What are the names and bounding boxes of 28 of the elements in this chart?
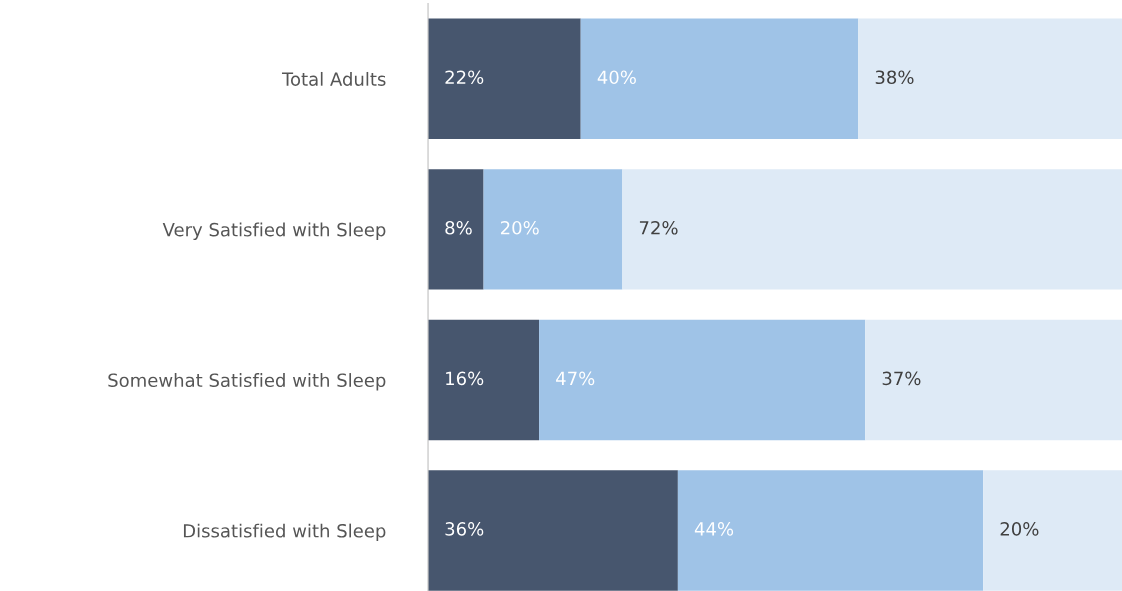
data-label: 72% <box>639 220 678 235</box>
bar <box>483 169 623 290</box>
data-label: 40% <box>597 70 636 85</box>
data-label: 20% <box>500 220 539 235</box>
bar <box>428 470 678 591</box>
data-label: 37% <box>882 371 921 386</box>
data-label: 36% <box>445 522 484 536</box>
y-tick-label: Somewhat Satisfied with Sleep <box>108 373 386 391</box>
y-tick-label: Very Satisfied with Sleep <box>162 222 386 240</box>
bar <box>428 319 540 441</box>
data-label: 16% <box>446 371 484 386</box>
bar <box>622 169 1122 290</box>
bar <box>677 470 984 591</box>
data-label: 38% <box>875 70 914 85</box>
bar <box>858 18 1122 140</box>
data-label: 22% <box>445 70 484 85</box>
data-label: 20% <box>1000 522 1039 536</box>
bar <box>983 470 1122 591</box>
data-label: 8% <box>445 220 472 235</box>
data-label: 47% <box>556 371 595 386</box>
bar <box>865 319 1122 441</box>
y-tick-label: Dissatisfied with Sleep <box>183 523 386 542</box>
y-tick-label: Total Adults <box>281 71 386 86</box>
bar <box>428 18 581 140</box>
bar <box>539 319 866 441</box>
bar <box>428 169 484 290</box>
data-label: 44% <box>694 522 734 536</box>
bar <box>580 18 859 140</box>
